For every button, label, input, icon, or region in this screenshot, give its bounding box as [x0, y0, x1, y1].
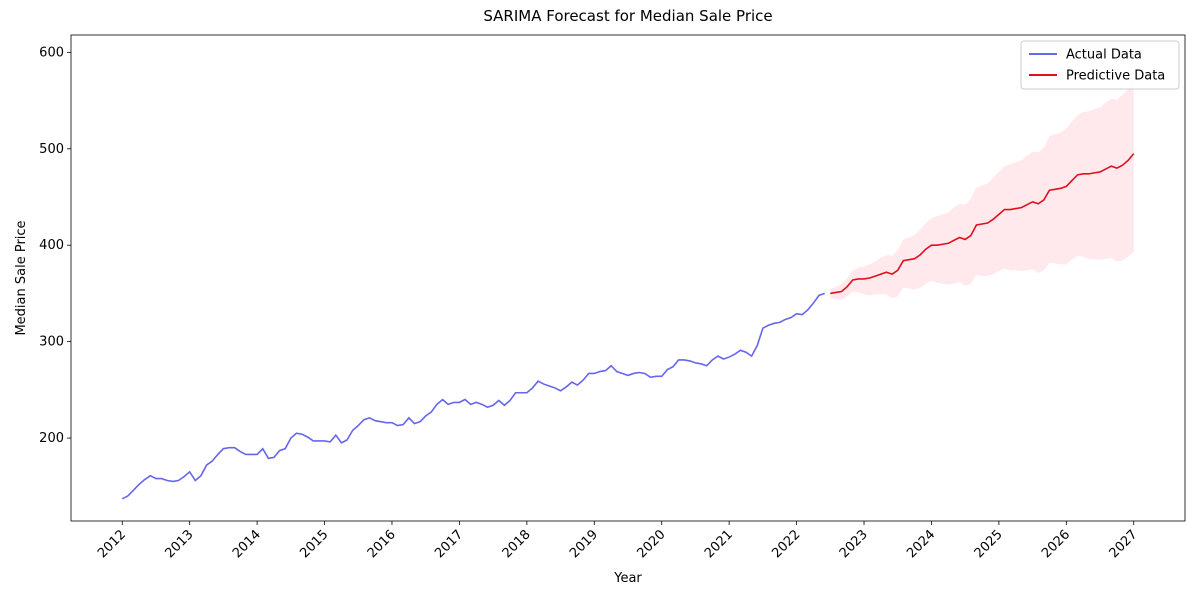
x-axis-label: Year	[613, 571, 642, 586]
chart-title: SARIMA Forecast for Median Sale Price	[483, 7, 772, 25]
x-tick-label: 2018	[500, 527, 534, 561]
x-tick-label: 2019	[567, 527, 601, 561]
legend: Actual Data Predictive Data	[1020, 40, 1180, 90]
x-tick-label: 2014	[230, 527, 264, 561]
x-tick-label: 2027	[1107, 527, 1141, 561]
x-tick-label: 2025	[972, 527, 1006, 561]
y-tick-label: 200	[39, 431, 64, 446]
x-tick-label: 2015	[297, 527, 331, 561]
legend-box	[1020, 40, 1180, 90]
x-tick-label: 2020	[635, 527, 669, 561]
data-line	[830, 153, 1135, 295]
x-tick-label: 2024	[904, 527, 938, 561]
x-tick-label: 2016	[365, 527, 399, 561]
x-tick-label: 2022	[769, 527, 803, 561]
x-tick-label: 2013	[163, 527, 197, 561]
x-tick-label: 2023	[837, 527, 871, 561]
plot-frame	[70, 34, 1186, 522]
y-tick-label: 600	[39, 45, 64, 60]
y-tick-label: 500	[39, 142, 64, 157]
y-axis-label: Median Sale Price	[14, 220, 29, 335]
confidence-band	[830, 81, 1134, 301]
x-tick-label: 2021	[702, 527, 736, 561]
data-line	[121, 292, 825, 500]
y-tick-label: 400	[39, 238, 64, 253]
legend-label: Actual Data	[1066, 48, 1142, 63]
x-tick-label: 2026	[1039, 527, 1073, 561]
legend-label: Predictive Data	[1066, 69, 1165, 84]
y-tick-label: 300	[39, 335, 64, 350]
x-tick-label: 2012	[95, 527, 129, 561]
x-tick-label: 2017	[432, 527, 466, 561]
